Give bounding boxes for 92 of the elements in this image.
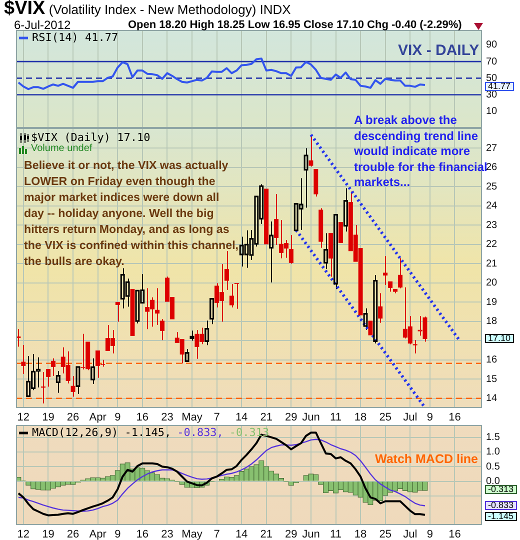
- text: -0.833,: [177, 426, 224, 439]
- x-tick-label: 18: [354, 412, 367, 424]
- x-tick-label: Apr: [89, 528, 107, 540]
- annotation: Open 18.20 High 18.25 Low 16.95 Close 17.10 Chg -0.40 (-2.29%): [128, 19, 462, 31]
- x-tick-label: 16: [136, 412, 149, 424]
- text: 17.10: [485, 333, 514, 343]
- text: -0.313: [485, 484, 517, 494]
- candlestick: [288, 234, 294, 264]
- annotation: A break above the descending trend line would indicate more trouble for the financial markets...: [354, 113, 488, 190]
- candlestick: [234, 282, 239, 310]
- y-tick-label: 18: [486, 316, 498, 328]
- x-tick-label: 21: [260, 528, 272, 540]
- y-tick-label: 50: [486, 72, 498, 84]
- y-tick-label: 70: [486, 56, 498, 68]
- y-tick-label: 14: [486, 393, 498, 404]
- x-tick-label: 16: [136, 528, 149, 540]
- x-tick-label: 9: [426, 412, 434, 424]
- x-tick-label: 11: [330, 412, 342, 424]
- x-tick-label: 16: [448, 528, 461, 540]
- x-tick-label: Jul: [403, 412, 418, 424]
- annotation: Watch MACD line: [375, 452, 478, 466]
- x-tick-label: 19: [42, 412, 54, 424]
- x-tick-label: 7: [214, 528, 220, 540]
- x-tick-label: 18: [354, 528, 367, 540]
- x-tick-label: May: [182, 528, 203, 540]
- x-tick-label: 23: [161, 528, 174, 540]
- candlestick: [378, 292, 383, 324]
- y-tick-label: 24: [486, 200, 498, 212]
- x-tick-label: Jun: [302, 528, 320, 540]
- candlestick: [229, 284, 234, 308]
- candlestick: [274, 194, 279, 246]
- y-tick-label: 22: [486, 239, 498, 250]
- candlestick: [21, 344, 26, 374]
- y-tick-label: 16: [486, 354, 498, 366]
- text: -0.313: [229, 426, 270, 439]
- chart-title: $VIX (Volatility Index - New Methodology) INDX: [4, 0, 291, 19]
- candlestick: [46, 368, 51, 388]
- x-tick-label: Jul: [403, 528, 418, 540]
- legend-label: RSI(14) 41.77: [32, 30, 118, 44]
- annotation: Believe it or not, the VIX was actually LOWER on Friday even though the major market indices were down all day -- holiday anyone. Well the big hitters return Monday, and as long as the VIX is confined within this channel, the bulls are okay.: [24, 158, 239, 270]
- y-tick-label: 0.5: [486, 461, 500, 472]
- candlestick: [383, 255, 388, 286]
- x-tick-label: 26: [66, 412, 80, 424]
- y-tick-label: 1.0: [486, 446, 500, 458]
- x-tick-label: 16: [448, 412, 461, 424]
- y-tick-label: 25: [486, 181, 498, 192]
- x-tick-label: Jun: [302, 412, 320, 424]
- x-tick-label: 14: [235, 528, 248, 540]
- chart-subtitle: 6-Jul-2012: [14, 18, 71, 32]
- y-tick-label: 23: [486, 220, 498, 231]
- candlestick: [308, 134, 314, 167]
- y-tick-label: 19: [486, 296, 498, 308]
- candlestick: [154, 288, 160, 326]
- candlestick: [388, 281, 393, 292]
- y-tick-label: 1.5: [486, 432, 500, 444]
- annotation: VIX - DAILY: [398, 42, 480, 59]
- x-tick-label: 14: [235, 412, 248, 424]
- x-tick-label: 29: [285, 528, 298, 540]
- x-tick-label: 19: [42, 528, 54, 540]
- x-tick-label: 9: [426, 528, 434, 540]
- x-tick-label: 9: [114, 412, 121, 424]
- x-tick-label: 7: [214, 412, 220, 424]
- legend-label: MACD(12,26,9) -1.145,: [32, 426, 172, 439]
- x-tick-label: Apr: [89, 412, 107, 424]
- x-tick-label: 9: [114, 528, 121, 540]
- candlestick: [328, 232, 334, 278]
- text: -0.833: [485, 500, 517, 510]
- x-tick-label: 23: [161, 412, 174, 424]
- x-tick-label: 12: [17, 412, 30, 424]
- x-tick-label: 29: [285, 412, 298, 424]
- y-tick-label: 26: [486, 162, 498, 174]
- candlestick: [160, 318, 165, 341]
- x-tick-label: May: [182, 412, 203, 424]
- y-tick-label: 10: [486, 106, 498, 118]
- candlestick: [70, 376, 76, 398]
- chart-title: $VIX (Daily) 17.10: [31, 131, 150, 144]
- x-tick-label: 26: [66, 528, 80, 540]
- candlestick: [398, 258, 403, 289]
- x-tick-label: 25: [379, 412, 392, 424]
- text: -1.145: [485, 511, 517, 521]
- x-tick-label: 11: [330, 528, 342, 540]
- x-tick-label: 21: [260, 412, 272, 424]
- y-tick-label: 15: [486, 374, 498, 385]
- y-tick-label: 21: [486, 258, 498, 270]
- x-tick-label: 12: [17, 528, 30, 540]
- y-tick-label: 27: [486, 142, 498, 154]
- y-tick-label: 20: [486, 278, 498, 289]
- annotation: Volume undef: [31, 143, 92, 154]
- candlestick: [50, 358, 56, 377]
- text: 41.77: [485, 81, 514, 91]
- y-tick-label: 90: [486, 40, 498, 51]
- x-tick-label: 25: [379, 528, 392, 540]
